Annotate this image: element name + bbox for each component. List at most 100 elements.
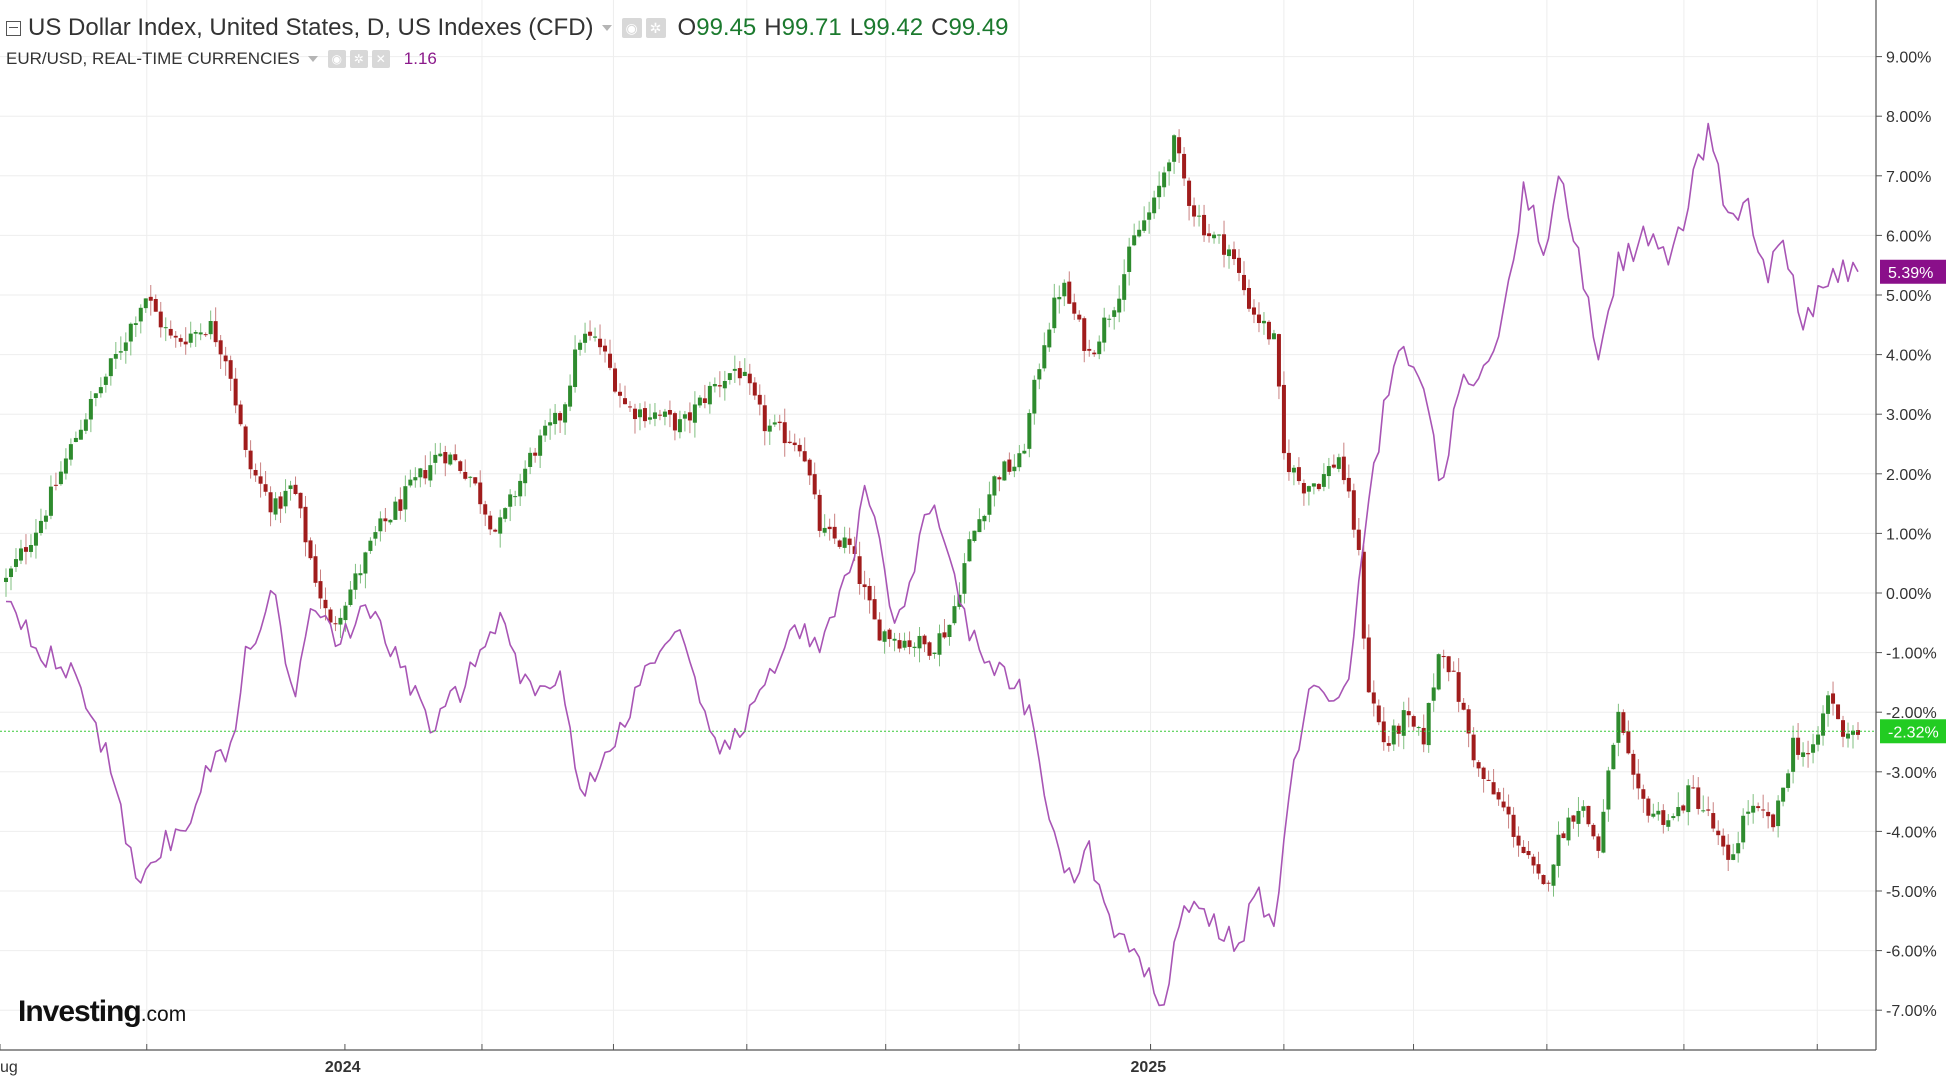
candle-body bbox=[1092, 352, 1097, 355]
candle bbox=[837, 539, 842, 549]
candle bbox=[1037, 363, 1042, 390]
candle bbox=[802, 437, 807, 463]
candle bbox=[1651, 803, 1656, 819]
candle bbox=[143, 298, 148, 313]
candle bbox=[23, 534, 28, 565]
candle-body bbox=[1361, 551, 1366, 639]
candle bbox=[947, 624, 952, 646]
candle-body bbox=[692, 404, 697, 423]
candle-body bbox=[772, 422, 777, 425]
gear-icon[interactable]: ✲ bbox=[349, 50, 368, 68]
candle-body bbox=[1661, 810, 1666, 825]
candle bbox=[1636, 759, 1641, 800]
candle bbox=[1631, 749, 1636, 790]
candle-body bbox=[1761, 809, 1766, 811]
candle-body bbox=[1611, 744, 1616, 770]
candle bbox=[1526, 841, 1531, 859]
candle-body bbox=[1336, 457, 1341, 469]
candle-body bbox=[1187, 180, 1192, 206]
candle-body bbox=[1057, 296, 1062, 300]
candle bbox=[822, 514, 827, 537]
candle-body bbox=[1341, 456, 1346, 481]
candle-body bbox=[208, 321, 213, 335]
candle-body bbox=[1841, 720, 1846, 737]
candle-body bbox=[188, 333, 193, 343]
candle bbox=[1701, 795, 1706, 813]
candle bbox=[1142, 206, 1147, 234]
candle-body bbox=[463, 471, 468, 479]
candle bbox=[1411, 714, 1416, 731]
candle-body bbox=[1067, 281, 1072, 304]
candle-body bbox=[1077, 314, 1082, 320]
candle-body bbox=[8, 568, 13, 578]
candle-body bbox=[982, 515, 987, 522]
candle-body bbox=[618, 391, 623, 396]
candle-body bbox=[1801, 752, 1806, 757]
candle bbox=[138, 304, 143, 334]
candle-body bbox=[473, 477, 478, 484]
candle bbox=[1301, 479, 1306, 506]
candle bbox=[1416, 725, 1421, 736]
candle bbox=[1626, 720, 1631, 755]
candle-body bbox=[118, 351, 123, 353]
candle bbox=[478, 470, 483, 514]
candle bbox=[403, 475, 408, 522]
eur-value-badge-bg bbox=[1880, 259, 1946, 284]
candle-body bbox=[498, 517, 503, 534]
candle-body bbox=[747, 373, 752, 384]
candle-body bbox=[78, 429, 83, 440]
candle-body bbox=[398, 499, 403, 511]
candle bbox=[1276, 333, 1281, 400]
candle-body bbox=[1411, 716, 1416, 727]
gear-icon[interactable]: ✲ bbox=[645, 18, 666, 38]
candle-body bbox=[637, 409, 642, 418]
candle-body bbox=[503, 508, 508, 519]
candle bbox=[1376, 699, 1381, 726]
candle bbox=[83, 413, 88, 435]
candle-body bbox=[68, 444, 73, 460]
candle bbox=[43, 510, 48, 530]
candle-body bbox=[862, 584, 867, 588]
candle-body bbox=[1756, 806, 1761, 809]
candle-body bbox=[1686, 785, 1691, 813]
candle-body bbox=[558, 413, 563, 421]
candle bbox=[1361, 545, 1366, 650]
candle bbox=[543, 419, 548, 442]
candle-body bbox=[88, 398, 93, 420]
eye-icon[interactable]: ◉ bbox=[621, 18, 642, 38]
candle-body bbox=[627, 406, 632, 408]
candle-body bbox=[887, 629, 892, 640]
candle bbox=[1077, 310, 1082, 322]
candle bbox=[1771, 813, 1776, 832]
y-tick-label: 7.00% bbox=[1886, 169, 1931, 186]
candle bbox=[1766, 802, 1771, 829]
candle-body bbox=[378, 518, 383, 532]
candle-body bbox=[907, 640, 912, 647]
collapse-icon[interactable] bbox=[6, 20, 21, 36]
candle bbox=[588, 320, 593, 341]
candle-body bbox=[1591, 824, 1596, 837]
chevron-down-icon[interactable] bbox=[307, 56, 318, 62]
candle-body bbox=[38, 520, 43, 534]
candle-body bbox=[1291, 467, 1296, 473]
candle bbox=[1711, 802, 1716, 833]
candle-body bbox=[248, 450, 253, 470]
candle bbox=[812, 462, 817, 500]
candle bbox=[917, 627, 922, 663]
candle-body bbox=[922, 635, 927, 645]
candle-body bbox=[1316, 483, 1321, 490]
chevron-down-icon[interactable] bbox=[601, 25, 612, 31]
candle-body bbox=[1207, 233, 1212, 237]
candle bbox=[1826, 691, 1831, 727]
candle bbox=[1436, 653, 1441, 691]
candle bbox=[1596, 833, 1601, 859]
eye-icon[interactable]: ◉ bbox=[327, 50, 346, 68]
candle bbox=[1421, 714, 1426, 753]
candle bbox=[1476, 759, 1481, 777]
candle-body bbox=[1182, 153, 1187, 179]
candle bbox=[78, 419, 83, 440]
candle-body bbox=[1706, 809, 1711, 811]
candle-body bbox=[553, 412, 558, 425]
close-icon[interactable]: ✕ bbox=[371, 50, 390, 68]
